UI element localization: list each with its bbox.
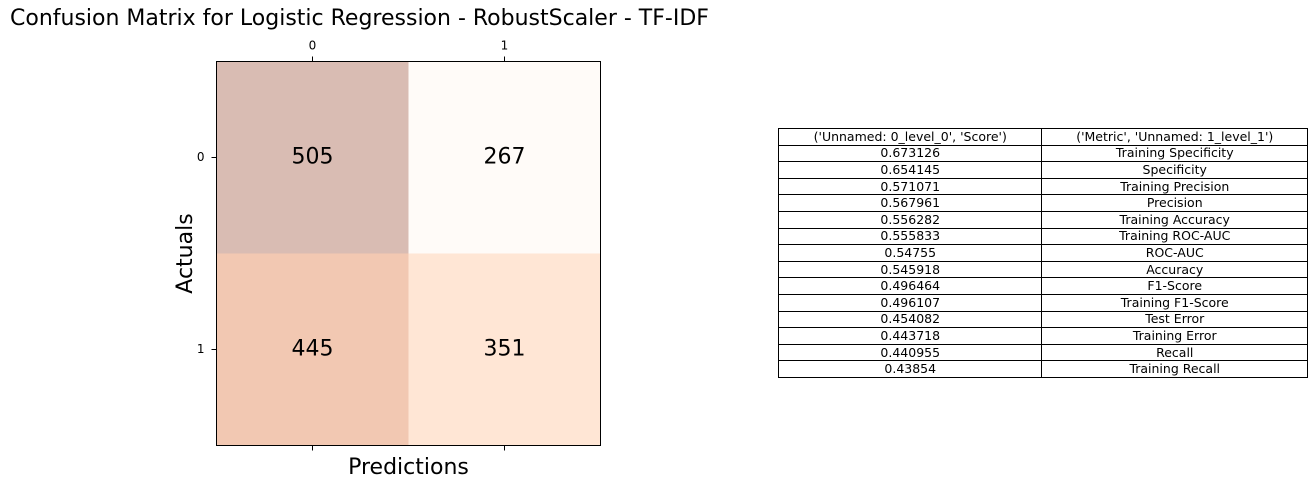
cell-value-label: 351: [484, 337, 526, 362]
column-header-metric: ('Metric', 'Unnamed: 1_level_1'): [1041, 128, 1308, 146]
score-cell: 0.673126: [777, 144, 1043, 163]
metric-cell: Training F1-Score: [1041, 293, 1308, 312]
score-cell: 0.454082: [777, 310, 1043, 329]
table-row: 0.545918 Accuracy: [777, 260, 1308, 279]
metric-cell: Training Specificity: [1041, 144, 1308, 163]
score-cell: 0.443718: [777, 327, 1043, 345]
metric-cell: Test Error: [1041, 310, 1308, 329]
metric-cell: F1-Score: [1041, 277, 1308, 295]
score-cell: 0.545918: [777, 260, 1043, 279]
matrix-cell: [216, 61, 409, 254]
table-row: 0.454082 Test Error: [777, 310, 1308, 329]
score-cell: 0.555833: [777, 227, 1043, 246]
score-cell: 0.43854: [777, 360, 1043, 378]
score-cell: 0.571071: [777, 177, 1043, 196]
metric-cell: Training Error: [1041, 327, 1308, 345]
matrix-cell: [216, 253, 409, 446]
confusion-matrix-chart: 505 267 445 351 0 1 0 1 Actuals Predictions: [173, 39, 601, 480]
column-header-score: ('Unnamed: 0_level_0', 'Score'): [777, 128, 1043, 146]
metric-cell: Training ROC-AUC: [1041, 227, 1308, 246]
chart-title: Confusion Matrix for Logistic Regression…: [10, 6, 709, 31]
metric-cell: Training Accuracy: [1041, 210, 1308, 229]
y-tick-label: 0: [197, 150, 205, 164]
matrix-cell: [408, 61, 601, 254]
table-row: 0.496464 F1-Score: [777, 277, 1308, 295]
metric-cell: Training Precision: [1041, 177, 1308, 196]
table-row: 0.54755 ROC-AUC: [777, 244, 1308, 262]
x-tick-label: 1: [501, 39, 509, 53]
matrix-cell: [408, 253, 601, 446]
score-cell: 0.556282: [777, 210, 1043, 229]
metric-cell: ROC-AUC: [1041, 244, 1308, 262]
table-header-row: ('Unnamed: 0_level_0', 'Score') ('Metric…: [777, 128, 1308, 146]
plot-frame: [216, 61, 601, 446]
score-cell: 0.567961: [777, 194, 1043, 212]
cell-value-label: 505: [292, 145, 334, 170]
cell-value-label: 267: [484, 145, 526, 170]
metric-cell: Training Recall: [1041, 360, 1308, 378]
table-row: 0.43854 Training Recall: [777, 360, 1308, 378]
metric-cell: Specificity: [1041, 161, 1308, 179]
metric-cell: Precision: [1041, 194, 1308, 212]
metrics-table: ('Unnamed: 0_level_0', 'Score') ('Metric…: [777, 128, 1308, 378]
table-row: 0.555833 Training ROC-AUC: [777, 227, 1308, 246]
table-row: 0.556282 Training Accuracy: [777, 210, 1308, 229]
y-axis-label: Actuals: [173, 213, 198, 293]
table-row: 0.571071 Training Precision: [777, 177, 1308, 196]
table-row: 0.496107 Training F1-Score: [777, 293, 1308, 312]
score-cell: 0.654145: [777, 161, 1043, 179]
x-axis-label: Predictions: [348, 455, 469, 480]
score-cell: 0.496107: [777, 293, 1043, 312]
table-row: 0.654145 Specificity: [777, 161, 1308, 179]
score-cell: 0.54755: [777, 244, 1043, 262]
score-cell: 0.496464: [777, 277, 1043, 295]
cell-value-label: 445: [292, 337, 334, 362]
table-row: 0.567961 Precision: [777, 194, 1308, 212]
table-row: 0.673126 Training Specificity: [777, 144, 1308, 163]
x-tick-label: 0: [309, 39, 317, 53]
metric-cell: Recall: [1041, 343, 1308, 362]
score-cell: 0.440955: [777, 343, 1043, 362]
y-tick-label: 1: [197, 342, 205, 356]
metric-cell: Accuracy: [1041, 260, 1308, 279]
table-row: 0.440955 Recall: [777, 343, 1308, 362]
table-row: 0.443718 Training Error: [777, 327, 1308, 345]
